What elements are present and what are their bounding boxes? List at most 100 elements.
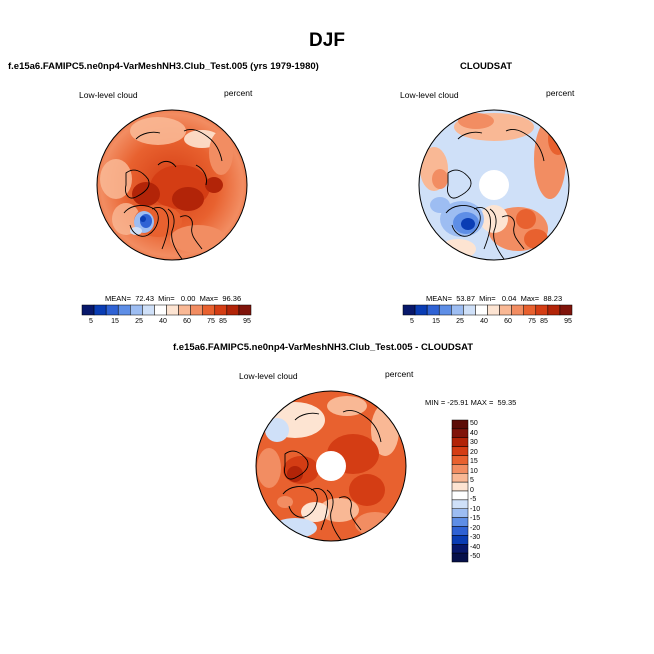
colorbar-label: 20: [470, 448, 478, 456]
colorbar-cell: [166, 304, 179, 316]
colorbar-label: 60: [504, 318, 512, 325]
colorbar-cell: [451, 437, 469, 447]
page-title: DJF: [309, 30, 345, 51]
colorbar-cell: [487, 304, 500, 316]
stats-text: MEAN= 53.87 Min= 0.04 Max= 88.23: [426, 294, 563, 303]
colorbar-label: 10: [470, 467, 478, 475]
colorbar-label: -20: [470, 524, 481, 532]
colorbar-cell: [451, 552, 469, 563]
panel-variable-label: Low-level cloud: [239, 371, 298, 381]
colorbar-cell: [451, 446, 469, 456]
colorbar-cell: [142, 304, 155, 316]
colorbar-cell: [451, 304, 464, 316]
colorbar-label: 25: [456, 318, 464, 325]
colorbar-label: 15: [470, 458, 478, 465]
colorbar-label: 85: [540, 318, 548, 325]
colorbar-cell: [463, 304, 476, 316]
colorbar-cell: [130, 304, 143, 316]
colorbar-cell: [451, 526, 469, 536]
colorbar-cell: [81, 304, 95, 316]
colorbar-labels-obs: 5 15 25 40 60 75 85 95: [403, 318, 572, 330]
colorbar-label: 75: [207, 318, 215, 325]
colorbar-label: -10: [470, 505, 481, 513]
colorbar-cell: [451, 455, 469, 465]
colorbar-cell: [451, 499, 469, 510]
panel-title-diff: f.e15a6.FAMIPC5.ne0np4-VarMeshNH3.Club_T…: [173, 342, 474, 353]
stats-text: MEAN= 72.43 Min= 0.00 Max= 96.36: [105, 294, 242, 303]
colorbar-label: -50: [470, 553, 481, 560]
panel-units-label: percent: [385, 369, 414, 379]
colorbar-label: 25: [135, 318, 143, 325]
colorbar-labels-diff: 50 40 30 20 15 10 5 0 -5 -10 -15 -20 -30…: [470, 420, 500, 562]
colorbar-label: 85: [219, 318, 227, 325]
polar-map-model: [96, 109, 248, 261]
colorbar-cell: [178, 304, 191, 316]
panel-title-obs: CLOUDSAT: [460, 61, 513, 72]
polar-map-obs: [418, 109, 570, 261]
polar-map-diff: [255, 390, 407, 542]
colorbar-cell: [93, 304, 107, 316]
colorbar-label: 40: [159, 318, 167, 325]
colorbar-cell: [226, 304, 240, 316]
colorbar-cell: [499, 304, 512, 316]
colorbar-cell: [475, 304, 488, 316]
colorbar-cell: [451, 544, 469, 554]
panel-variable-label: Low-level cloud: [79, 90, 138, 100]
colorbar-cells: [451, 419, 469, 563]
colorbar-label: 5: [470, 477, 474, 484]
colorbar-cell: [451, 535, 469, 545]
colorbar-label: 30: [470, 439, 478, 446]
colorbar-obs: [402, 304, 573, 316]
colorbar-cell: [214, 304, 228, 316]
colorbar-label: -30: [470, 534, 481, 541]
colorbar-label: 5: [410, 318, 414, 325]
colorbar-label: -15: [470, 515, 481, 522]
panel-title-model: f.e15a6.FAMIPC5.ne0np4-VarMeshNH3.Club_T…: [8, 61, 319, 72]
colorbar-cell: [451, 419, 469, 430]
colorbar-cell: [202, 304, 216, 316]
colorbar-label: -40: [470, 543, 481, 551]
colorbar-cell: [451, 481, 469, 492]
colorbar-label: 75: [528, 318, 536, 325]
colorbar-label: -5: [470, 496, 477, 503]
colorbar-label: 95: [564, 318, 572, 325]
panel-units-label: percent: [224, 88, 253, 98]
colorbar-cell: [451, 428, 469, 439]
panel-variable-label: Low-level cloud: [400, 90, 459, 100]
colorbar-cell: [414, 304, 428, 316]
colorbar-label: 40: [480, 318, 488, 325]
colorbar-label: 0: [470, 486, 474, 494]
colorbar-cell: [451, 464, 469, 474]
colorbar-label: 15: [111, 318, 119, 325]
colorbar-cell: [547, 304, 561, 316]
colorbar-cells: [81, 304, 252, 316]
colorbar-cell: [426, 304, 440, 316]
colorbar-cell: [451, 473, 469, 483]
panel-units-label: percent: [546, 88, 575, 98]
colorbar-cell: [451, 490, 469, 501]
colorbar-cell: [105, 304, 119, 316]
stats-text: MIN = -25.91 MAX = 59.35: [425, 398, 517, 407]
colorbar-cell: [535, 304, 549, 316]
colorbar-cell: [117, 304, 131, 316]
colorbar-label: 40: [470, 429, 478, 437]
colorbar-cell: [402, 304, 416, 316]
colorbar-cell: [523, 304, 537, 316]
colorbar-cell: [154, 304, 167, 316]
colorbar-cells: [402, 304, 573, 316]
colorbar-model: [81, 304, 252, 316]
colorbar-label: 60: [183, 318, 191, 325]
colorbar-cell: [559, 304, 573, 316]
colorbar-cell: [438, 304, 452, 316]
colorbar-cell: [511, 304, 524, 316]
colorbar-label: 15: [432, 318, 440, 325]
colorbar-label: 95: [243, 318, 251, 325]
colorbar-diff: [451, 419, 469, 563]
colorbar-cell: [451, 517, 469, 527]
colorbar-label: 5: [89, 318, 93, 325]
colorbar-cell: [190, 304, 203, 316]
colorbar-cell: [238, 304, 252, 316]
colorbar-labels-model: 5 15 25 40 60 75 85 95: [82, 318, 251, 330]
colorbar-label: 50: [470, 420, 478, 427]
colorbar-cell: [451, 508, 469, 518]
